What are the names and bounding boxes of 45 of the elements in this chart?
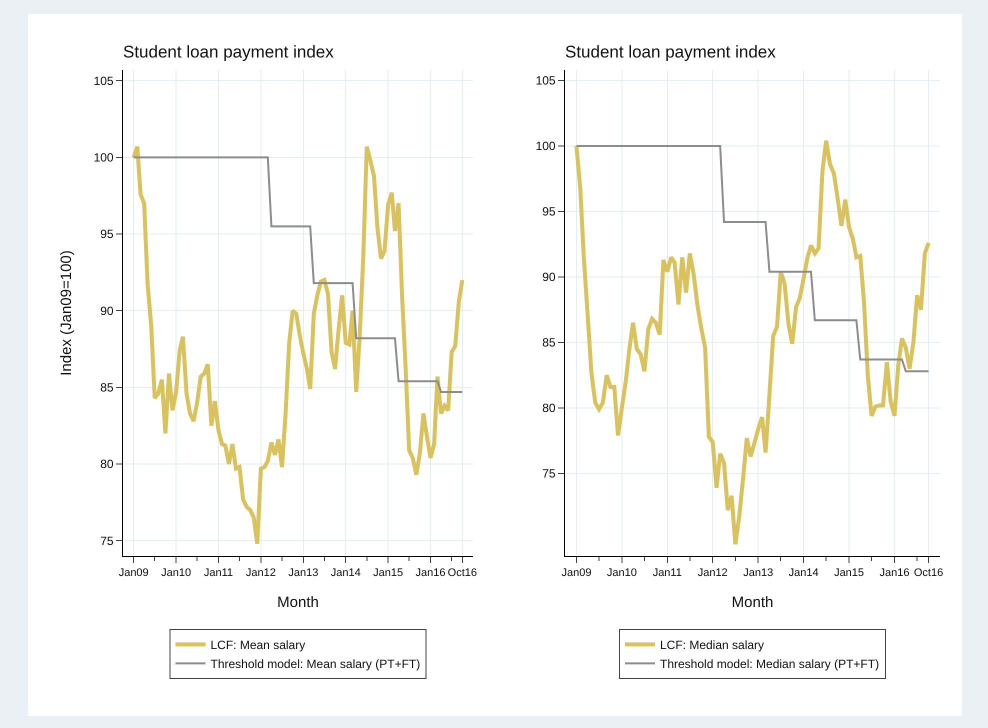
line-series: [575, 144, 930, 372]
x-tick-label: Jan10: [161, 567, 192, 580]
y-tick-label: 105: [536, 74, 556, 88]
y-tick-label: 90: [100, 304, 114, 318]
y-tick-label: 75: [100, 534, 114, 548]
y-tick-label: 80: [100, 457, 114, 472]
chart-title: Student loan payment index: [565, 42, 776, 62]
x-tick-label: Jan09: [118, 567, 149, 580]
x-tick-label: Jan12: [246, 567, 276, 580]
x-tick-label: Jan14: [788, 567, 819, 580]
line-series: [132, 156, 464, 393]
chart-title: Student loan payment index: [123, 42, 334, 62]
line-series: [132, 144, 464, 546]
y-tick-label: 80: [542, 401, 556, 416]
y-tick-label: 100: [536, 139, 556, 154]
y-tick-label: 75: [542, 466, 556, 481]
legend-label: LCF: Mean salary: [210, 638, 306, 652]
y-tick-label: 95: [542, 204, 556, 219]
x-tick-label: Jan13: [743, 567, 774, 580]
x-tick-label: Jan15: [373, 567, 404, 580]
x-axis-title: Month: [277, 594, 319, 612]
y-tick-label: 100: [94, 150, 114, 165]
legend-label: LCF: Median salary: [660, 638, 764, 652]
y-tick-label: 105: [94, 74, 114, 88]
y-tick-label: 85: [542, 336, 556, 350]
y-axis-title: Index (Jan09=100): [58, 250, 75, 376]
y-tick-label: 95: [100, 227, 114, 242]
x-tick-label: Jan14: [330, 567, 361, 580]
legend-label: Threshold model: Median salary (PT+FT): [660, 657, 880, 672]
x-tick-label: Jan11: [652, 567, 682, 580]
legend-label: Threshold model: Mean salary (PT+FT): [210, 657, 420, 672]
y-tick-label: 85: [100, 380, 114, 395]
x-tick-label: Jan12: [698, 567, 728, 580]
x-tick-label: Oct16: [448, 567, 477, 580]
x-tick-label: Jan13: [288, 567, 318, 580]
x-tick-label: Jan15: [834, 567, 864, 580]
x-tick-label: Jan16: [879, 567, 910, 580]
x-tick-label: Jan16: [416, 567, 446, 580]
x-tick-label: Jan11: [204, 567, 234, 580]
x-axis-title: Month: [732, 594, 774, 612]
x-tick-label: Oct16: [914, 567, 944, 580]
y-tick-label: 90: [542, 270, 556, 284]
x-tick-label: Jan10: [606, 567, 637, 580]
x-tick-label: Jan09: [561, 567, 592, 580]
line-series: [574, 138, 931, 546]
